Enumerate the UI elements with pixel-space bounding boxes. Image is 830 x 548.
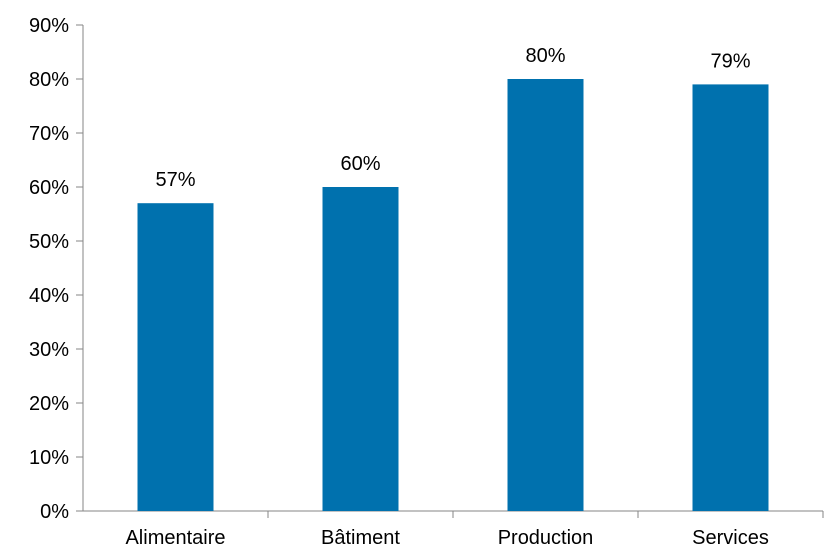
category-label: Bâtiment bbox=[321, 527, 400, 548]
bars bbox=[137, 79, 769, 512]
category-label: Services bbox=[692, 527, 769, 548]
data-label: 57% bbox=[155, 169, 195, 191]
data-label: 60% bbox=[340, 153, 380, 175]
data-label: 80% bbox=[525, 45, 565, 67]
y-tick-label: 80% bbox=[29, 69, 69, 91]
y-tick-label: 60% bbox=[29, 177, 69, 199]
y-tick-label: 10% bbox=[29, 447, 69, 469]
x-axis bbox=[76, 510, 824, 518]
y-tick-label: 30% bbox=[29, 339, 69, 361]
y-tick-label: 40% bbox=[29, 285, 69, 307]
y-tick-label: 50% bbox=[29, 231, 69, 253]
y-tick-label: 0% bbox=[40, 501, 69, 523]
y-tick-label: 90% bbox=[29, 15, 69, 37]
category-label: Alimentaire bbox=[125, 527, 225, 548]
category-labels: Alimentaire Bâtiment Production Services bbox=[125, 527, 768, 548]
category-label: Production bbox=[498, 527, 594, 548]
data-label: 79% bbox=[710, 50, 750, 72]
bar-alimentaire bbox=[137, 203, 214, 511]
bar-services bbox=[692, 84, 769, 512]
y-tick-label: 20% bbox=[29, 393, 69, 415]
data-labels: 57% 60% 80% 79% bbox=[155, 45, 750, 191]
bar-production bbox=[507, 79, 584, 511]
bar-bâtiment bbox=[322, 187, 399, 511]
y-axis: 0% 10% 20% 30% 40% 50% 60% 70% 80% 90% bbox=[29, 15, 84, 523]
y-tick-label: 70% bbox=[29, 123, 69, 145]
